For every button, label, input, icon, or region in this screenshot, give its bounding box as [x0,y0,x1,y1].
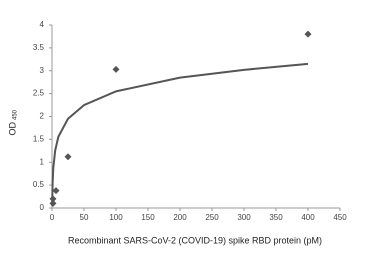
point [64,153,72,161]
y-tick-label: 2 [40,112,45,121]
y-axis-label-sub: 450 [13,109,19,120]
x-tick-label: 0 [50,213,55,222]
point [52,187,60,195]
x-tick-label: 100 [109,213,123,222]
x-tick-label: 200 [173,213,187,222]
x-tick-label: 150 [141,213,155,222]
y-tick-label: 0 [40,203,45,212]
trend-line [51,62,309,206]
x-tick-label: 350 [269,213,283,222]
point [304,30,312,38]
y-tick-label: 1.5 [33,134,45,143]
y-tick-label: 4 [40,20,45,29]
point [49,195,57,203]
point [49,199,57,207]
point [112,65,120,73]
x-tick-label: 250 [205,213,219,222]
y-tick-label: 3.5 [33,43,45,52]
x-tick-label: 300 [237,213,251,222]
y-tick-label: 0.5 [33,180,45,189]
x-tick-label: 400 [301,213,315,222]
x-axis-label: Recombinant SARS-CoV-2 (COVID-19) spike … [68,235,322,245]
y-tick-label: 3 [40,66,45,75]
x-tick-label: 450 [333,213,347,222]
y-tick-label: 1 [40,157,45,166]
y-axis-label-text: OD [7,121,17,135]
y-axis-label: OD 450 [7,109,18,135]
x-tick-label: 50 [80,213,89,222]
y-tick-label: 2.5 [33,89,45,98]
